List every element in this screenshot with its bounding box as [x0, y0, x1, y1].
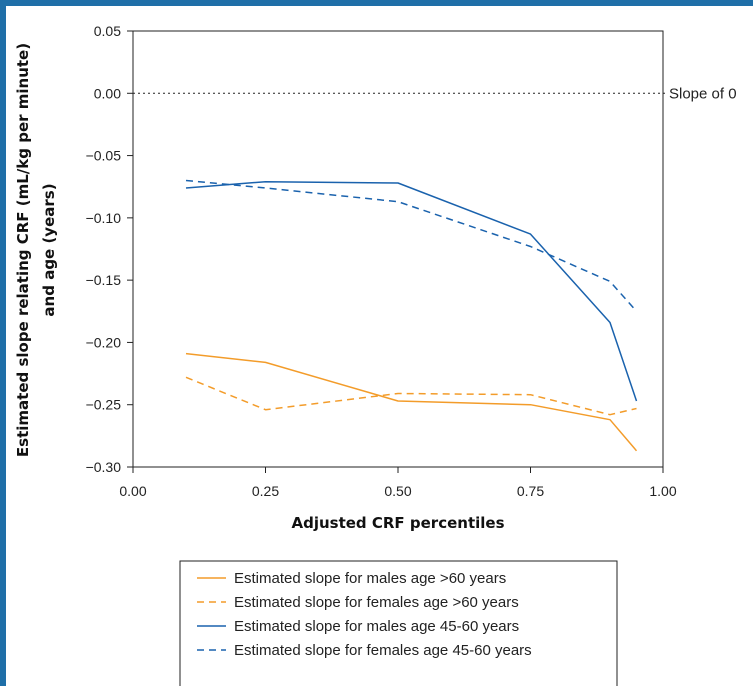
series-line-3 [185, 180, 638, 402]
y-tick-label: 0.00 [94, 85, 121, 101]
reference-line-label: Slope of 0 [669, 85, 737, 102]
series-line-4 [185, 179, 638, 312]
y-tick-label: −0.05 [86, 148, 122, 164]
x-axis: 0.00 0.25 0.50 0.75 1.00 [119, 467, 677, 499]
x-tick-label: 0.75 [517, 483, 544, 499]
legend-label-3: Estimated slope for males age 45-60 year… [234, 618, 519, 635]
legend-label-1: Estimated slope for males age >60 years [234, 570, 506, 587]
series-line-2 [185, 376, 637, 416]
y-axis-title: Estimated slope relating CRF (mL/kg per … [14, 43, 58, 457]
y-tick-label: −0.15 [86, 272, 122, 288]
x-tick-label: 1.00 [649, 483, 676, 499]
y-tick-label: −0.10 [86, 210, 122, 226]
x-tick-label: 0.00 [119, 483, 146, 499]
series-line-1 [185, 352, 638, 452]
y-tick-label: −0.20 [86, 334, 122, 350]
series-layer [185, 179, 638, 452]
legend-label-2: Estimated slope for females age >60 year… [234, 594, 519, 611]
y-tick-label: −0.25 [86, 397, 122, 413]
x-tick-label: 0.25 [252, 483, 279, 499]
x-tick-label: 0.50 [384, 483, 411, 499]
legend-label-4: Estimated slope for females age 45-60 ye… [234, 642, 532, 659]
x-axis-title: Adjusted CRF percentiles [291, 514, 504, 532]
legend: Estimated slope for males age >60 years E… [179, 560, 618, 686]
y-axis-title-line-1: Estimated slope relating CRF (mL/kg per … [14, 43, 32, 457]
y-tick-label: −0.30 [86, 459, 122, 475]
legend-box [179, 560, 618, 686]
plot-area [132, 30, 664, 468]
y-axis: 0.05 0.00 −0.05 −0.10 −0.15 −0.20 −0.25 −0.30 [86, 23, 133, 475]
y-axis-title-line-2: and age (years) [40, 183, 58, 316]
y-tick-label: 0.05 [94, 23, 121, 39]
